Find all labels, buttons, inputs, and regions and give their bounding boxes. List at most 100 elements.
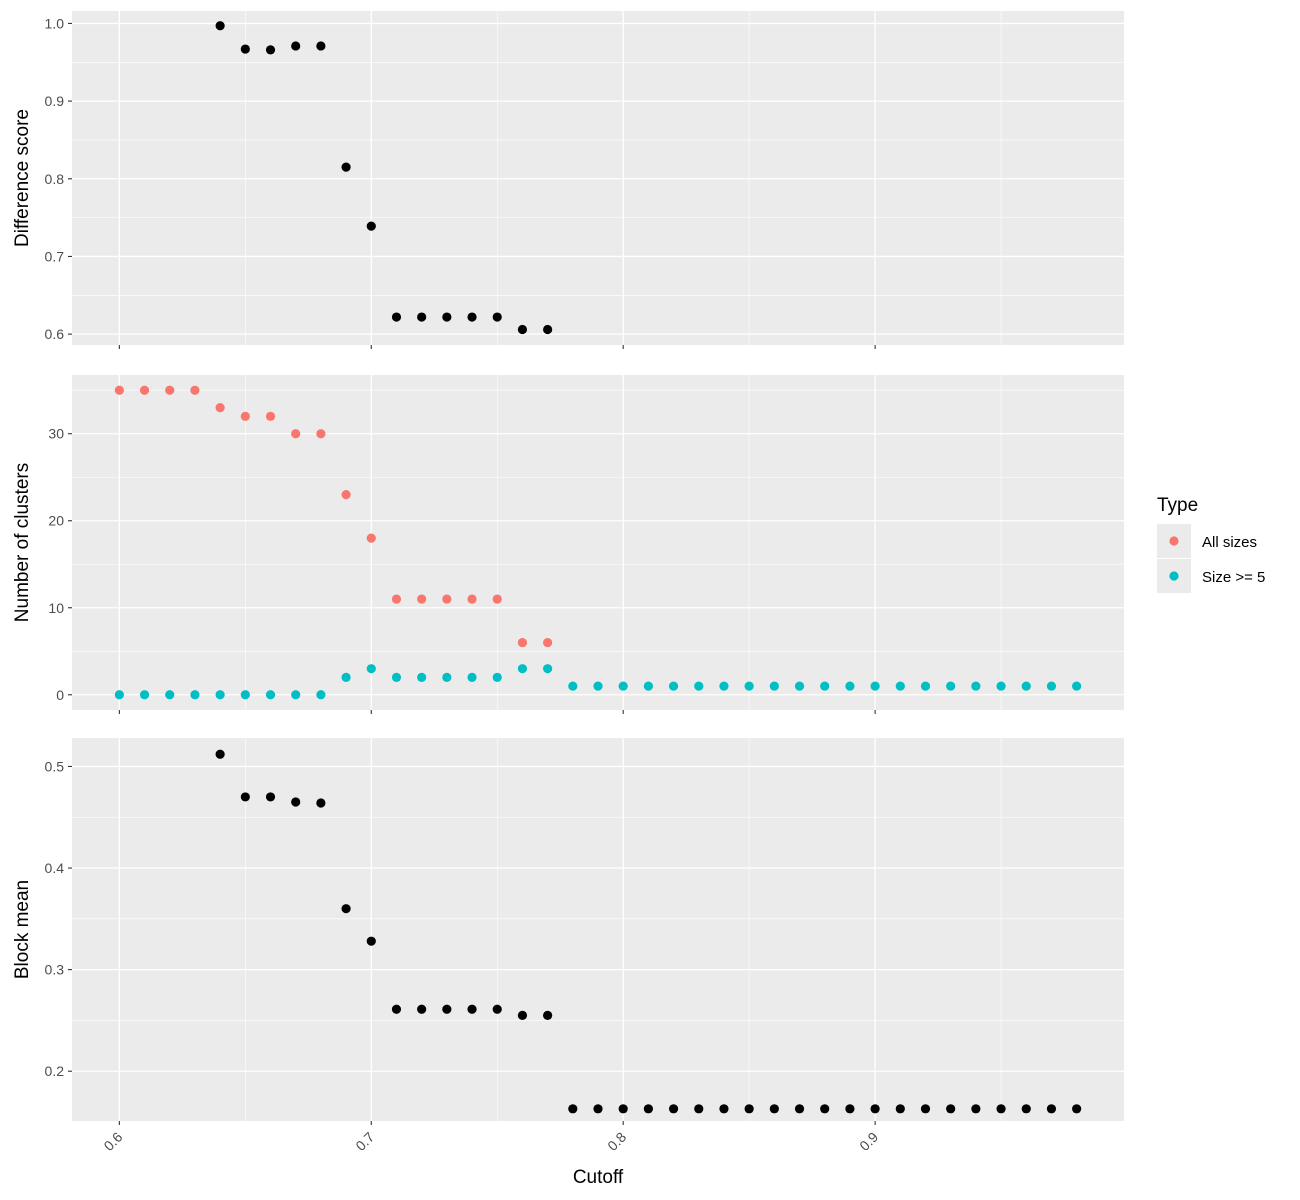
y-tick-label: 0.7 xyxy=(45,248,65,264)
data-point xyxy=(265,411,276,421)
data-point xyxy=(265,45,276,55)
data-point xyxy=(1072,1104,1082,1114)
data-point xyxy=(543,637,553,648)
data-point xyxy=(139,690,150,700)
data-point xyxy=(442,672,452,682)
grid-lines xyxy=(72,738,1124,1121)
legend-item: All sizes xyxy=(1157,524,1257,558)
y-tick-label: 30 xyxy=(48,426,64,442)
legend-label: Size >= 5 xyxy=(1202,569,1265,586)
panel-number-of-clusters: 0 10 20 30 Number of clusters xyxy=(12,375,1124,714)
data-point xyxy=(417,1004,427,1014)
data-point xyxy=(391,1004,402,1014)
data-point xyxy=(442,1004,452,1014)
panel-block-mean: 0.2 0.3 0.4 0.5 Block mean xyxy=(12,738,1124,1125)
data-point xyxy=(895,681,905,691)
data-point xyxy=(341,672,351,682)
data-point xyxy=(114,385,124,395)
data-point xyxy=(265,792,276,802)
data-point xyxy=(769,681,779,691)
data-point xyxy=(568,1104,578,1114)
series-points xyxy=(215,749,1082,1114)
data-point xyxy=(895,1104,905,1114)
data-point xyxy=(543,1010,553,1020)
data-point xyxy=(165,385,175,395)
data-point xyxy=(543,324,553,335)
data-point xyxy=(316,798,326,808)
y-tick-label: 0.3 xyxy=(45,962,65,978)
data-point xyxy=(492,594,502,604)
data-point xyxy=(719,681,729,691)
data-point xyxy=(568,681,578,691)
data-point xyxy=(946,681,956,691)
data-point xyxy=(341,162,351,172)
y-tick-label: 0.4 xyxy=(45,860,65,876)
legend-label: All sizes xyxy=(1202,534,1257,551)
y-tick-label: 0.2 xyxy=(45,1063,65,1079)
y-axis-title: Difference score xyxy=(12,109,33,247)
y-tick-label: 1.0 xyxy=(45,15,65,31)
data-point xyxy=(240,690,250,700)
data-point xyxy=(417,312,427,322)
data-point xyxy=(1046,1104,1057,1114)
data-point xyxy=(543,664,553,674)
data-point xyxy=(492,312,502,322)
data-point xyxy=(291,690,301,700)
data-point xyxy=(467,594,477,604)
series-all-sizes xyxy=(114,385,553,648)
data-point xyxy=(694,1104,704,1114)
data-point xyxy=(215,690,225,700)
panel-background xyxy=(72,375,1124,710)
data-point xyxy=(316,41,326,51)
data-point xyxy=(996,1104,1006,1114)
data-point xyxy=(165,690,175,700)
data-point xyxy=(593,681,603,691)
data-point xyxy=(492,672,502,682)
data-point xyxy=(1046,681,1057,691)
data-point xyxy=(316,429,326,439)
series-size-5 xyxy=(114,664,1082,700)
data-point xyxy=(794,1104,805,1114)
data-point xyxy=(291,41,301,51)
data-point xyxy=(341,490,351,500)
data-point xyxy=(190,385,200,395)
data-point xyxy=(240,411,250,421)
data-point xyxy=(1021,681,1031,691)
data-point xyxy=(190,690,200,700)
data-point xyxy=(971,681,981,691)
y-axis-title: Block mean xyxy=(12,880,33,979)
data-point xyxy=(265,690,276,700)
y-tick-label: 20 xyxy=(48,513,64,529)
data-point xyxy=(240,792,250,802)
data-point xyxy=(215,403,225,413)
data-point xyxy=(870,1104,880,1114)
data-point xyxy=(643,681,653,691)
data-point xyxy=(291,797,301,807)
data-point xyxy=(870,681,880,691)
data-point xyxy=(316,690,326,700)
data-point xyxy=(744,1104,754,1114)
data-point xyxy=(668,1104,679,1114)
data-point xyxy=(442,594,452,604)
data-point xyxy=(417,672,427,682)
data-point xyxy=(845,681,855,691)
data-point xyxy=(517,1010,528,1020)
data-point xyxy=(1021,1104,1031,1114)
data-point xyxy=(442,312,452,322)
y-axis-title: Number of clusters xyxy=(12,463,33,622)
data-point xyxy=(467,1004,477,1014)
data-point xyxy=(820,1104,830,1114)
legend-key-point xyxy=(1169,536,1179,546)
data-point xyxy=(920,681,931,691)
data-point xyxy=(215,21,225,31)
y-tick-label: 0.5 xyxy=(45,758,65,774)
data-point xyxy=(366,664,376,674)
data-point xyxy=(996,681,1006,691)
data-point xyxy=(240,44,250,54)
y-tick-label: 0 xyxy=(56,687,64,703)
data-point xyxy=(467,312,477,322)
data-point xyxy=(391,312,402,322)
legend-item: Size >= 5 xyxy=(1157,559,1265,593)
data-point xyxy=(744,681,754,691)
data-point xyxy=(366,936,376,946)
